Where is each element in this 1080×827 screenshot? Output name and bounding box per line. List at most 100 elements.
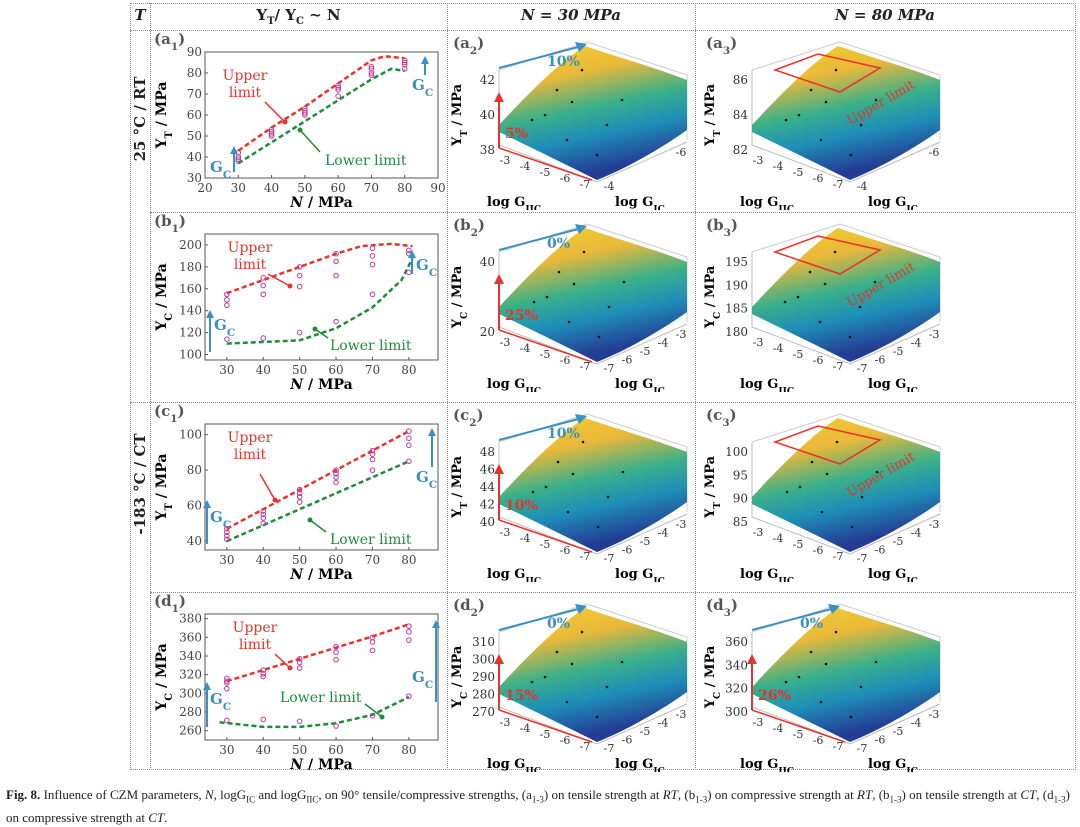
y-tick-label: -3 bbox=[929, 518, 940, 531]
text-part: log G bbox=[740, 195, 778, 210]
y-tick-label: 180 bbox=[179, 260, 202, 274]
text-part: Y bbox=[450, 698, 465, 709]
subscript: IIC bbox=[778, 386, 794, 393]
caption-text: ) on compressive strength at bbox=[707, 787, 858, 802]
data-point bbox=[620, 660, 624, 664]
y-tick-label: -3 bbox=[676, 328, 687, 341]
x-tick-label: -7 bbox=[833, 178, 844, 191]
y-axis-label: YC / MPa bbox=[154, 263, 175, 331]
data-point bbox=[798, 485, 802, 489]
subscript: C bbox=[429, 479, 437, 491]
x-tick-label: -7 bbox=[580, 550, 591, 563]
subscript: 1 bbox=[171, 41, 178, 53]
x-tick-label: -3 bbox=[500, 336, 511, 349]
subscript: IC bbox=[653, 386, 665, 393]
x-tick-label: -6 bbox=[813, 734, 824, 747]
x-tick-label: 20 bbox=[197, 181, 212, 195]
data-point bbox=[333, 250, 339, 257]
data-point bbox=[296, 718, 303, 725]
x-tick-label: -4 bbox=[520, 722, 531, 735]
text-part: N bbox=[289, 567, 304, 582]
y-axis-label: log GIC bbox=[615, 757, 665, 772]
data-point bbox=[260, 716, 267, 723]
subscript: IIC bbox=[525, 204, 541, 211]
text-part: / MPa bbox=[703, 645, 718, 692]
row-divider bbox=[150, 212, 1074, 213]
caption-text: ) on compressive strength at bbox=[6, 787, 1070, 825]
x-tick-label: -4 bbox=[773, 532, 784, 545]
text-part: G bbox=[416, 468, 429, 486]
y-axis-label: log GIC bbox=[868, 567, 918, 582]
z-tick-label: 86 bbox=[733, 73, 748, 87]
data-point bbox=[296, 493, 303, 500]
x-tick-label: -6 bbox=[560, 172, 571, 185]
z-axis-label: YT / MPa bbox=[703, 455, 723, 519]
surface-plot bbox=[752, 418, 940, 552]
caption-text: , logG bbox=[213, 787, 247, 802]
z-tick-label: 90 bbox=[733, 492, 748, 506]
y-tick-label: 40 bbox=[187, 150, 202, 164]
text-part: (b bbox=[154, 212, 172, 230]
x-tick-label: 90 bbox=[430, 181, 445, 195]
data-point bbox=[873, 280, 877, 284]
upper-limit-arrow bbox=[259, 473, 276, 501]
z-tick-label: 46 bbox=[480, 463, 495, 477]
lower-percent-label: 15% bbox=[505, 688, 538, 704]
data-point bbox=[809, 88, 813, 92]
text-part: (d bbox=[706, 596, 724, 614]
z-tick-label: 180 bbox=[725, 325, 748, 339]
data-point bbox=[823, 282, 827, 286]
z-axis-label: YT / MPa bbox=[450, 455, 470, 519]
arrow-head bbox=[828, 604, 840, 614]
panel-label: (c1) bbox=[154, 402, 185, 425]
y-axis-label: log GIC bbox=[868, 195, 918, 210]
plot-frame bbox=[204, 423, 439, 551]
text-part: (a bbox=[706, 34, 723, 52]
upper-arrow-line bbox=[498, 227, 583, 251]
upper-limit-label: Upper limit bbox=[223, 68, 268, 101]
text-part: Y bbox=[154, 509, 170, 521]
y-tick-label: -3 bbox=[929, 708, 940, 721]
text-part: / MPa bbox=[450, 83, 465, 130]
x-tick-label: -4 bbox=[773, 160, 784, 173]
x-tick-label: -3 bbox=[753, 716, 764, 729]
text-part: / MPa bbox=[154, 82, 170, 132]
upper-limit-label: Upper limit bbox=[233, 620, 278, 653]
data-point bbox=[333, 470, 339, 477]
z-tick-label: 44 bbox=[480, 480, 496, 494]
subscript: T bbox=[459, 502, 470, 509]
y-tick-label: 80 bbox=[187, 66, 202, 80]
upper-limit-arrow bbox=[264, 101, 286, 123]
text-part: N bbox=[289, 757, 304, 772]
text-part: Upper bbox=[228, 240, 273, 256]
row-label-ct: -183 °C / CT bbox=[131, 433, 149, 535]
subscript: C bbox=[227, 327, 235, 339]
subscript: 3 bbox=[724, 607, 731, 619]
data-point bbox=[783, 300, 787, 304]
y-tick-label: -5 bbox=[893, 345, 904, 358]
y-axis-label: log GIC bbox=[868, 377, 918, 392]
text-part: Y bbox=[450, 318, 465, 329]
lower-percent-label: 25% bbox=[505, 308, 538, 324]
y-tick-label: -6 bbox=[929, 146, 940, 159]
data-point bbox=[333, 649, 339, 656]
arrow-head bbox=[421, 56, 429, 64]
text-part: G bbox=[210, 690, 223, 708]
text-part: log G bbox=[487, 195, 525, 210]
text-part: Y bbox=[154, 137, 170, 149]
data-point bbox=[797, 675, 801, 679]
data-point bbox=[824, 100, 828, 104]
x-axis-label: log GIIC bbox=[740, 377, 794, 392]
x-tick-label: -7 bbox=[580, 360, 591, 373]
data-point bbox=[833, 250, 837, 254]
text-part: / MPa bbox=[703, 455, 718, 502]
data-point bbox=[296, 665, 303, 671]
y-tick-label: -4 bbox=[911, 337, 922, 350]
panel-label: (b3) bbox=[706, 216, 738, 239]
data-point bbox=[333, 723, 339, 729]
subscript: C bbox=[164, 313, 175, 321]
data-point bbox=[834, 630, 838, 634]
